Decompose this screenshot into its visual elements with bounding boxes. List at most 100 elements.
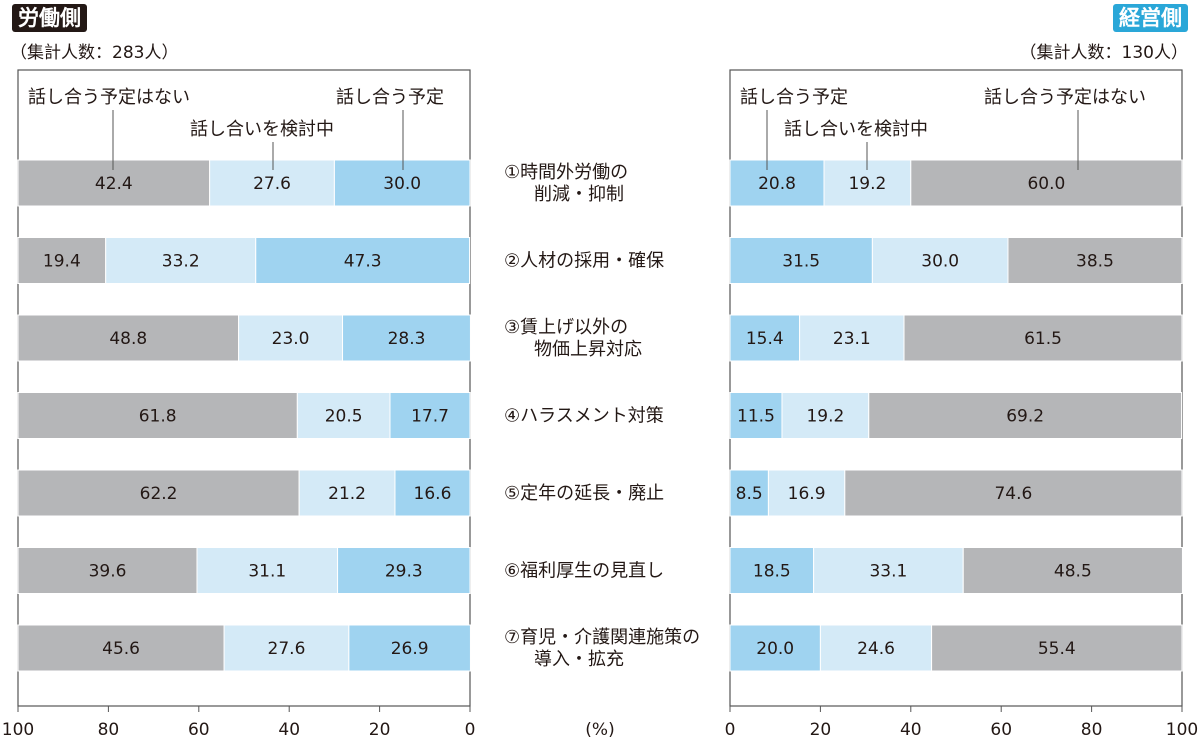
management-value-planned-2: 31.5	[782, 252, 820, 272]
category-label-6: ⑥福利厚生の見直し	[504, 561, 664, 582]
category-label-5: ⑤定年の延長・廃止	[504, 483, 664, 504]
axis-unit-label: (%)	[585, 720, 614, 740]
labor-bar-consider-5	[298, 469, 396, 517]
management-legend-planned: 話し合う予定	[740, 87, 848, 108]
management-legend-consider: 話し合いを検討中	[784, 119, 928, 140]
management-value-none-5: 74.6	[994, 484, 1032, 504]
management-value-planned-6: 18.5	[753, 562, 791, 582]
labor-sample-count: （集計人数：283人）	[10, 43, 179, 63]
labor-bar-none-3	[17, 314, 240, 362]
labor-value-planned-6: 29.3	[385, 562, 423, 582]
management-value-none-3: 61.5	[1024, 329, 1062, 349]
labor-side-badge: 労働側	[12, 4, 87, 32]
management-bar-planned-1	[729, 159, 825, 207]
management-value-none-6: 48.5	[1054, 562, 1092, 582]
labor-bar-planned-6	[337, 547, 471, 594]
labor-value-none-7: 45.6	[102, 639, 140, 659]
management-sample-count: （集計人数：130人）	[1019, 43, 1188, 63]
management-value-planned-7: 20.0	[756, 639, 794, 659]
management-bar-none-1	[910, 159, 1183, 207]
labor-bar-none-5	[17, 469, 300, 517]
labor-bar-planned-3	[342, 314, 471, 362]
management-bar-planned-4	[729, 392, 783, 439]
category-label-7-line2: 導入・拡充	[534, 649, 624, 670]
management-value-planned-4: 11.5	[737, 407, 775, 427]
category-label-4: ④ハラスメント対策	[504, 406, 664, 427]
management-value-consider-5: 16.9	[788, 484, 826, 504]
management-axis-label-100: 100	[1166, 720, 1198, 740]
labor-value-none-1: 42.4	[95, 174, 133, 194]
management-bar-consider-7	[819, 624, 933, 672]
labor-value-none-4: 61.8	[139, 407, 177, 427]
management-bar-none-6	[962, 547, 1183, 594]
labor-legend-planned: 話し合う予定	[336, 87, 444, 108]
labor-bar-planned-7	[348, 624, 471, 672]
labor-value-consider-5: 21.2	[328, 484, 366, 504]
management-value-none-7: 55.4	[1038, 639, 1076, 659]
category-label-1-line2: 削減・抑制	[534, 184, 624, 205]
labor-axis-label-60: 60	[188, 720, 210, 740]
category-label-1-line1: ①時間外労働の	[504, 162, 628, 183]
labor-panel-frame	[17, 69, 471, 707]
management-value-consider-7: 24.6	[857, 639, 895, 659]
labor-legend-none: 話し合う予定はない	[28, 87, 190, 108]
management-value-none-2: 38.5	[1076, 252, 1114, 272]
labor-value-consider-6: 31.1	[248, 562, 286, 582]
management-value-consider-6: 33.1	[869, 562, 907, 582]
labor-bar-none-1	[17, 159, 211, 207]
labor-legend-consider: 話し合いを検討中	[190, 119, 334, 140]
labor-axis-label-40: 40	[278, 720, 300, 740]
labor-bar-planned-2	[255, 237, 471, 284]
management-panel-frame	[729, 69, 1183, 707]
management-bar-consider-4	[781, 392, 870, 439]
labor-value-planned-1: 30.0	[383, 174, 421, 194]
labor-bar-consider-3	[238, 314, 344, 362]
management-value-consider-4: 19.2	[806, 407, 844, 427]
management-axis-label-60: 60	[990, 720, 1012, 740]
labor-value-planned-3: 28.3	[388, 329, 426, 349]
labor-value-planned-2: 47.3	[344, 252, 382, 272]
management-axis-label-40: 40	[900, 720, 922, 740]
management-bar-consider-6	[813, 547, 964, 594]
labor-bar-consider-7	[223, 624, 350, 672]
management-value-planned-1: 20.8	[758, 174, 796, 194]
management-bar-consider-3	[799, 314, 905, 362]
management-bar-none-5	[844, 469, 1183, 517]
labor-bar-consider-6	[196, 547, 339, 594]
labor-value-consider-2: 33.2	[162, 252, 200, 272]
labor-axis-label-100: 100	[2, 720, 34, 740]
labor-value-planned-5: 16.6	[414, 484, 452, 504]
labor-axis-label-0: 0	[465, 720, 476, 740]
category-label-3-line1: ③賃上げ以外の	[504, 317, 628, 338]
management-side-badge: 経営側	[1113, 4, 1188, 32]
labor-value-none-5: 62.2	[140, 484, 178, 504]
management-bar-none-2	[1007, 237, 1183, 284]
labor-axis-label-80: 80	[98, 720, 120, 740]
management-value-planned-5: 8.5	[736, 484, 763, 504]
management-axis-label-20: 20	[810, 720, 832, 740]
management-bar-planned-2	[729, 237, 873, 284]
management-value-consider-3: 23.1	[833, 329, 871, 349]
labor-bar-planned-5	[394, 469, 471, 517]
management-legend-none: 話し合う予定はない	[984, 87, 1146, 108]
labor-value-none-6: 39.6	[89, 562, 127, 582]
labor-value-planned-7: 26.9	[391, 639, 429, 659]
management-value-planned-3: 15.4	[746, 329, 784, 349]
management-bar-none-4	[868, 392, 1183, 439]
management-bar-none-7	[931, 624, 1183, 672]
labor-value-none-3: 48.8	[109, 329, 147, 349]
management-bar-none-3	[903, 314, 1183, 362]
management-value-none-4: 69.2	[1006, 407, 1044, 427]
management-value-none-1: 60.0	[1027, 174, 1065, 194]
management-bar-planned-3	[729, 314, 801, 362]
management-value-consider-2: 30.0	[921, 252, 959, 272]
category-label-3-line2: 物価上昇対応	[534, 339, 642, 360]
labor-value-planned-4: 17.7	[411, 407, 449, 427]
labor-bar-planned-1	[333, 159, 471, 207]
labor-value-none-2: 19.4	[43, 252, 81, 272]
labor-bar-none-4	[17, 392, 298, 439]
labor-bar-consider-4	[296, 392, 391, 439]
management-value-consider-1: 19.2	[848, 174, 886, 194]
labor-value-consider-7: 27.6	[268, 639, 306, 659]
